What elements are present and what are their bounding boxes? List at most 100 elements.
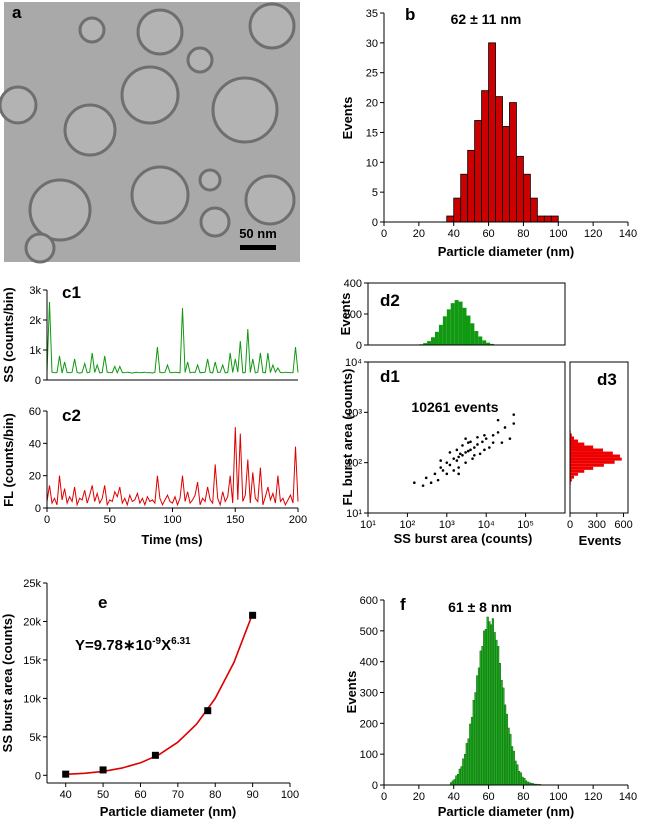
point	[483, 448, 486, 452]
x-tick-label: 140	[619, 228, 637, 240]
bar	[478, 336, 483, 345]
y-axis-label: FL burst area (counts)	[340, 368, 355, 505]
scale-bar-label: 50 nm	[239, 226, 277, 241]
bar	[455, 775, 458, 786]
bar	[458, 768, 461, 786]
y-tick-label: 10	[366, 157, 378, 169]
bar	[477, 667, 481, 786]
point	[473, 446, 476, 449]
point	[483, 433, 486, 437]
panel-label: c2	[62, 406, 81, 425]
x-tick-label: 0	[44, 514, 50, 526]
y-tick-label: 400	[344, 278, 362, 290]
bar	[470, 716, 474, 786]
bar	[451, 780, 454, 786]
x-tick-label: 100	[281, 789, 299, 801]
x-axis-label: Particle diameter (nm)	[438, 244, 575, 259]
point	[455, 448, 459, 452]
bar	[518, 770, 521, 786]
point	[512, 422, 516, 425]
bar	[521, 776, 524, 786]
bar	[457, 774, 460, 786]
bar	[458, 301, 463, 345]
bar	[467, 149, 476, 223]
bar	[570, 475, 575, 479]
point	[452, 469, 456, 472]
y-tick-label: 0	[35, 770, 41, 782]
point	[433, 472, 437, 476]
bar	[524, 780, 528, 786]
point	[469, 448, 472, 452]
y-tick-label: 30	[366, 38, 378, 50]
y-tick-label: 0	[35, 375, 41, 387]
bar	[495, 639, 498, 786]
y-tick-label: 3k	[29, 285, 41, 297]
bar	[495, 96, 503, 223]
y-tick-label: 25k	[23, 578, 41, 590]
point	[421, 484, 425, 487]
bar	[462, 758, 465, 786]
x-tick-label: 60	[482, 228, 494, 240]
point	[457, 472, 460, 476]
y-axis-label: Events	[340, 97, 355, 140]
x-tick-label: 80	[517, 791, 529, 803]
bar	[442, 316, 447, 345]
bar	[467, 738, 470, 786]
x-tick-label: 40	[448, 228, 460, 240]
bar	[460, 766, 463, 786]
x-tick-label: 10¹	[360, 519, 376, 531]
bar	[504, 704, 507, 786]
bar	[502, 126, 510, 223]
bar	[465, 743, 468, 786]
bar	[427, 341, 432, 345]
bar	[498, 663, 501, 786]
x-tick-label: 10⁴	[478, 519, 495, 531]
x-tick-label: 300	[588, 519, 606, 531]
bar	[446, 309, 451, 345]
bar	[470, 323, 475, 345]
x-tick-label: 600	[614, 519, 632, 531]
fit-curve	[65, 613, 254, 776]
bar	[570, 463, 604, 467]
bar	[570, 442, 585, 446]
point	[478, 452, 482, 456]
x-tick-label: 100	[549, 228, 567, 240]
trace	[46, 427, 299, 507]
x-tick-label: 120	[584, 791, 602, 803]
panel-label: d3	[597, 370, 617, 389]
bar	[550, 215, 559, 223]
y-tick-label: 100	[360, 749, 378, 761]
bar	[514, 760, 517, 786]
bar	[511, 746, 514, 786]
bar	[484, 629, 488, 786]
point	[439, 459, 442, 462]
x-tick-label: 40	[60, 789, 72, 801]
point	[466, 441, 470, 444]
fit-equation-part: -9	[152, 636, 161, 647]
x-tick-label: 0	[381, 228, 387, 240]
y-tick-label: 20k	[23, 616, 41, 628]
y-axis-label: FL (counts/bin)	[1, 413, 16, 507]
point	[461, 444, 464, 447]
bar	[570, 469, 585, 473]
bar	[446, 215, 455, 223]
bar	[434, 331, 439, 345]
x-tick-label: 10³	[439, 519, 455, 531]
bar	[423, 343, 428, 345]
point	[476, 435, 479, 439]
point	[473, 454, 476, 457]
bar	[474, 692, 477, 786]
y-tick-label: 0	[35, 503, 41, 515]
point	[503, 426, 507, 429]
x-axis-label: SS burst area (counts)	[394, 531, 533, 546]
y-tick-label: 10²	[346, 458, 362, 470]
x-tick-label: 200	[289, 514, 307, 526]
y-tick-label: 2k	[29, 315, 41, 327]
bar	[570, 478, 572, 482]
bar	[509, 102, 517, 223]
y-tick-label: 200	[344, 309, 362, 321]
x-tick-label: 60	[482, 791, 494, 803]
bar	[519, 772, 522, 786]
point	[204, 707, 212, 715]
